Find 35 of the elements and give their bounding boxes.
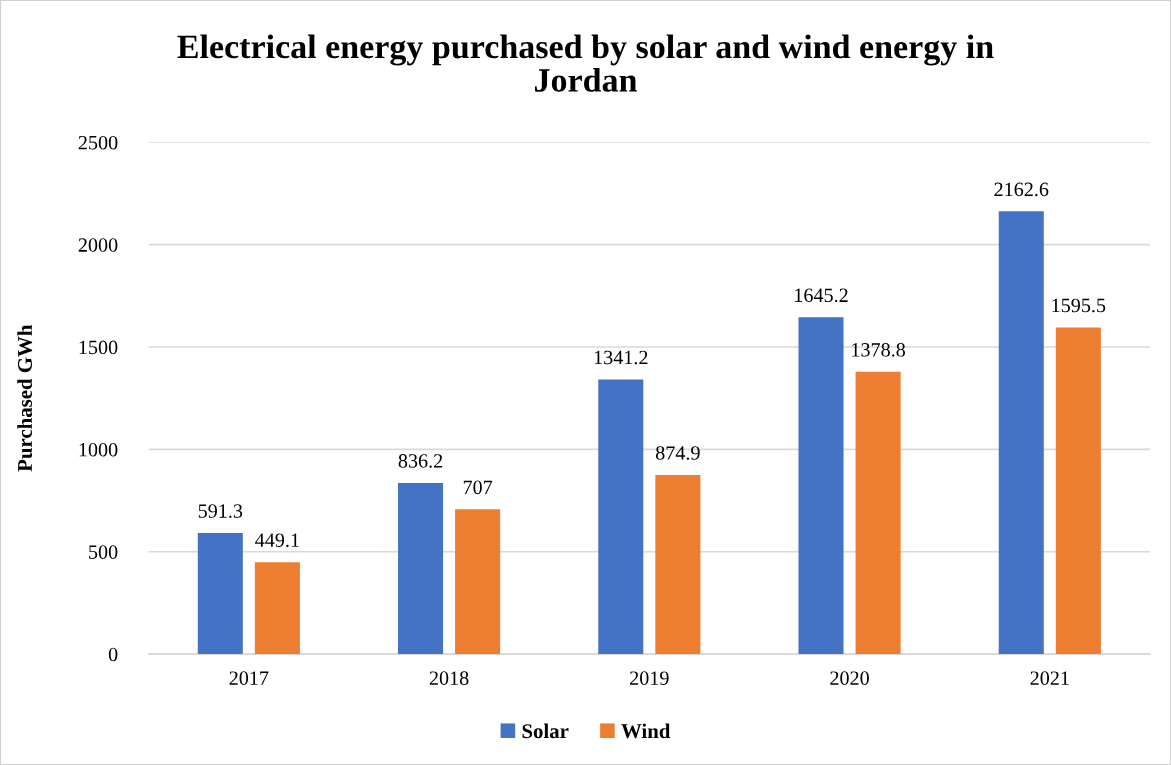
y-tick-label: 0	[108, 647, 118, 662]
data-label: 1378.8	[852, 343, 906, 357]
bar	[1055, 327, 1101, 655]
bar	[855, 371, 901, 655]
chart-title: Electrical energy purchased by solar and wind energy in Jordan	[177, 34, 994, 92]
y-tick-label: 2000	[78, 238, 118, 252]
data-label: 707	[463, 480, 493, 495]
data-label: 1341.2	[594, 350, 648, 365]
y-axis-title: Purchased GWh	[17, 324, 33, 472]
legend-label: Wind	[621, 723, 671, 739]
data-label: 2162.6	[994, 182, 1049, 197]
legend-label: Solar	[522, 723, 569, 739]
y-tick-label: 500	[89, 545, 118, 559]
data-label: 874.9	[655, 446, 700, 460]
data-label: 836.2	[398, 454, 443, 468]
y-tick-label: 2500	[78, 135, 118, 150]
y-tick-label: 1000	[79, 442, 118, 457]
x-tick-label: 2020	[830, 671, 869, 685]
data-label: 1595.5	[1052, 298, 1106, 313]
x-tick-label: 2021	[1030, 671, 1069, 685]
bar	[598, 379, 644, 655]
data-label: 1645.2	[795, 288, 848, 303]
x-tick-label: 2017	[229, 671, 269, 685]
bar	[197, 533, 243, 655]
x-tick-label: 2018	[429, 671, 469, 685]
bar	[455, 509, 501, 655]
data-label: 449.1	[255, 533, 299, 548]
bar	[655, 474, 701, 655]
bar	[798, 317, 844, 655]
y-tick-label: 1500	[79, 340, 118, 355]
bar	[998, 211, 1044, 655]
data-label: 591.3	[198, 504, 243, 518]
bar	[254, 562, 300, 655]
bar	[398, 482, 444, 655]
x-tick-label: 2019	[630, 671, 669, 685]
